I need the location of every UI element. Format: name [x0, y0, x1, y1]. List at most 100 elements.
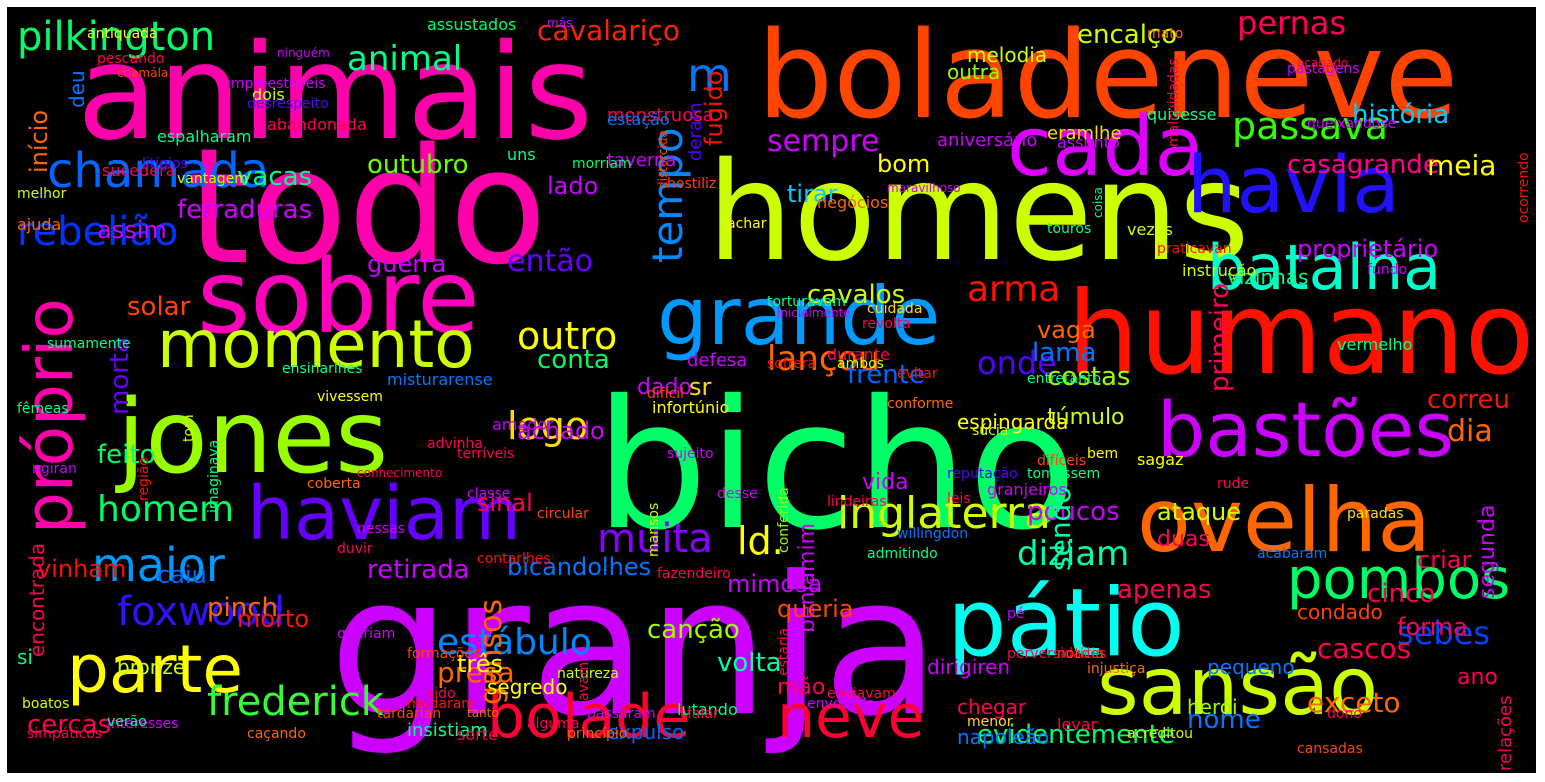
word-cloud-word: contarlhes	[477, 551, 551, 567]
word-cloud-word: si	[17, 645, 33, 669]
word-cloud-word: desrespeito	[247, 96, 329, 112]
word-cloud-word: insistiam	[407, 720, 488, 741]
word-cloud-word: touros	[1047, 221, 1092, 237]
word-cloud-word: pescando	[97, 51, 165, 67]
word-cloud-word: entretanto	[1027, 371, 1102, 387]
word-cloud-word: havia	[1187, 141, 1400, 231]
word-cloud-word: torturavam	[767, 294, 847, 310]
word-cloud-word: acabado	[1297, 56, 1349, 70]
word-cloud-word: injustiça	[1087, 661, 1146, 677]
word-cloud-word: lado	[547, 172, 599, 200]
word-cloud-word: morriam	[572, 156, 632, 172]
word-cloud-word: humano	[1067, 267, 1535, 400]
word-cloud-word: defesa	[687, 350, 748, 371]
word-cloud-word: ovelha	[1137, 469, 1432, 572]
word-cloud-word: m	[687, 48, 732, 102]
word-cloud-word: imaginava	[206, 439, 222, 513]
word-cloud-word: cansadas	[1297, 741, 1363, 757]
word-cloud-word: mudaram	[407, 696, 475, 712]
word-cloud-word: litígios	[142, 156, 188, 172]
word-cloud-word: tirar	[787, 180, 838, 208]
word-cloud-word: acabaram	[1257, 546, 1328, 562]
word-cloud-word: napoleão	[957, 725, 1050, 749]
word-cloud-word: natureza	[557, 666, 619, 682]
word-cloud-word: menor	[967, 714, 1013, 730]
word-cloud-word: melhor	[17, 186, 67, 202]
word-cloud-word: sobre	[197, 238, 480, 357]
word-cloud-word: pastagens	[1287, 61, 1360, 77]
word-cloud-word: ano	[1457, 665, 1498, 690]
word-cloud-word: presa	[437, 656, 515, 689]
word-cloud-word: criar	[1417, 546, 1472, 574]
word-cloud-word: falar	[687, 706, 719, 722]
word-cloud-word: classe	[467, 486, 511, 502]
word-cloud-word: admitindo	[867, 546, 938, 562]
word-cloud-word: costas	[1047, 362, 1131, 392]
word-cloud-word: bom	[877, 150, 931, 178]
word-cloud-word: impreestáveis	[227, 76, 326, 92]
word-cloud-word: rude	[1217, 476, 1250, 492]
word-cloud-word: granjeiros	[987, 480, 1067, 499]
word-cloud-word: herói	[1187, 695, 1238, 719]
word-cloud-word: vermelho	[1337, 335, 1413, 354]
word-cloud-word: forma	[1397, 613, 1468, 641]
word-cloud-word: passaram	[587, 706, 656, 722]
word-cloud-word: eramlhe	[1047, 123, 1122, 144]
word-cloud-word: chegar	[957, 695, 1027, 719]
word-cloud-word: pequeno	[1207, 655, 1295, 679]
word-cloud-word: enviavam	[827, 686, 896, 702]
word-cloud-word: início	[25, 110, 53, 174]
word-cloud-word: ferraduras	[177, 195, 313, 225]
word-cloud-word: misturarense	[387, 370, 493, 389]
word-cloud-word: boatos	[22, 696, 70, 712]
word-cloud-word: negócios	[817, 193, 889, 212]
word-cloud-word: cavalos	[807, 280, 906, 310]
word-cloud-word: cercas	[27, 710, 112, 740]
word-cloud-word: sumamente	[47, 336, 131, 352]
word-cloud-word: retirada	[367, 555, 470, 585]
word-cloud-word: deu	[65, 70, 89, 108]
word-cloud-word: avam	[576, 661, 592, 701]
word-cloud-word: maior	[92, 538, 225, 592]
word-cloud-word: achado	[517, 417, 605, 445]
word-cloud-word: dono	[1327, 706, 1362, 722]
word-cloud-word: encalço	[1077, 20, 1178, 50]
word-cloud-word: onde	[977, 344, 1057, 382]
word-cloud-word: morto	[237, 605, 310, 633]
word-cloud-word: segredo	[487, 675, 568, 699]
word-cloud-word: tomassem	[1027, 466, 1101, 482]
word-cloud-word: ataque	[1157, 498, 1242, 526]
word-cloud-word: condado	[1297, 600, 1383, 624]
word-cloud-word: vinham	[37, 555, 127, 583]
word-cloud-word: taverna	[607, 150, 677, 171]
word-cloud-word: caçando	[247, 726, 306, 742]
word-cloud-word: granja	[329, 536, 941, 759]
word-cloud-word: mato	[1147, 26, 1184, 42]
word-cloud-word: vida	[862, 470, 909, 495]
word-cloud-word: outro	[517, 314, 618, 358]
word-cloud-word: durante	[827, 345, 890, 364]
word-cloud-word: frederick	[207, 679, 384, 725]
word-cloud-word: simpáticos	[27, 726, 103, 742]
word-cloud-word: ambos	[837, 356, 884, 372]
word-cloud-word: evitar	[897, 366, 938, 382]
word-cloud-word: cuidada	[867, 301, 923, 317]
word-cloud-word: difíceis	[1037, 453, 1087, 469]
word-cloud-word: meia	[1427, 149, 1497, 182]
word-cloud-word: súcia	[972, 423, 1009, 439]
word-cloud-word: willingdon	[897, 526, 969, 542]
word-cloud-word: bastões	[1157, 385, 1455, 474]
word-cloud-word: conforme	[887, 396, 954, 412]
word-cloud-word: terríveis	[457, 446, 515, 462]
word-cloud-word: caiu	[157, 561, 207, 589]
word-cloud-word: pombos	[1287, 547, 1511, 612]
word-cloud-word: todo	[187, 113, 548, 300]
word-cloud-word: instrução	[1182, 261, 1257, 280]
word-cloud-word: vezes	[1127, 220, 1173, 239]
word-cloud-word: vantagem	[177, 171, 248, 187]
word-cloud-word: fêmeas	[17, 401, 69, 417]
word-cloud-word: duvir	[337, 541, 373, 557]
word-cloud-word: boladeneve	[757, 7, 1459, 146]
word-cloud-word: princípio	[567, 726, 628, 742]
word-cloud-word: sucedera	[102, 161, 176, 180]
